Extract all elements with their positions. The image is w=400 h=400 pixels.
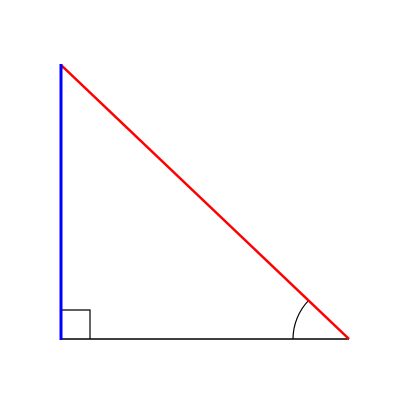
right-angle-marker xyxy=(61,309,91,339)
angle-arc xyxy=(292,299,310,340)
hypotenuse xyxy=(60,64,350,340)
